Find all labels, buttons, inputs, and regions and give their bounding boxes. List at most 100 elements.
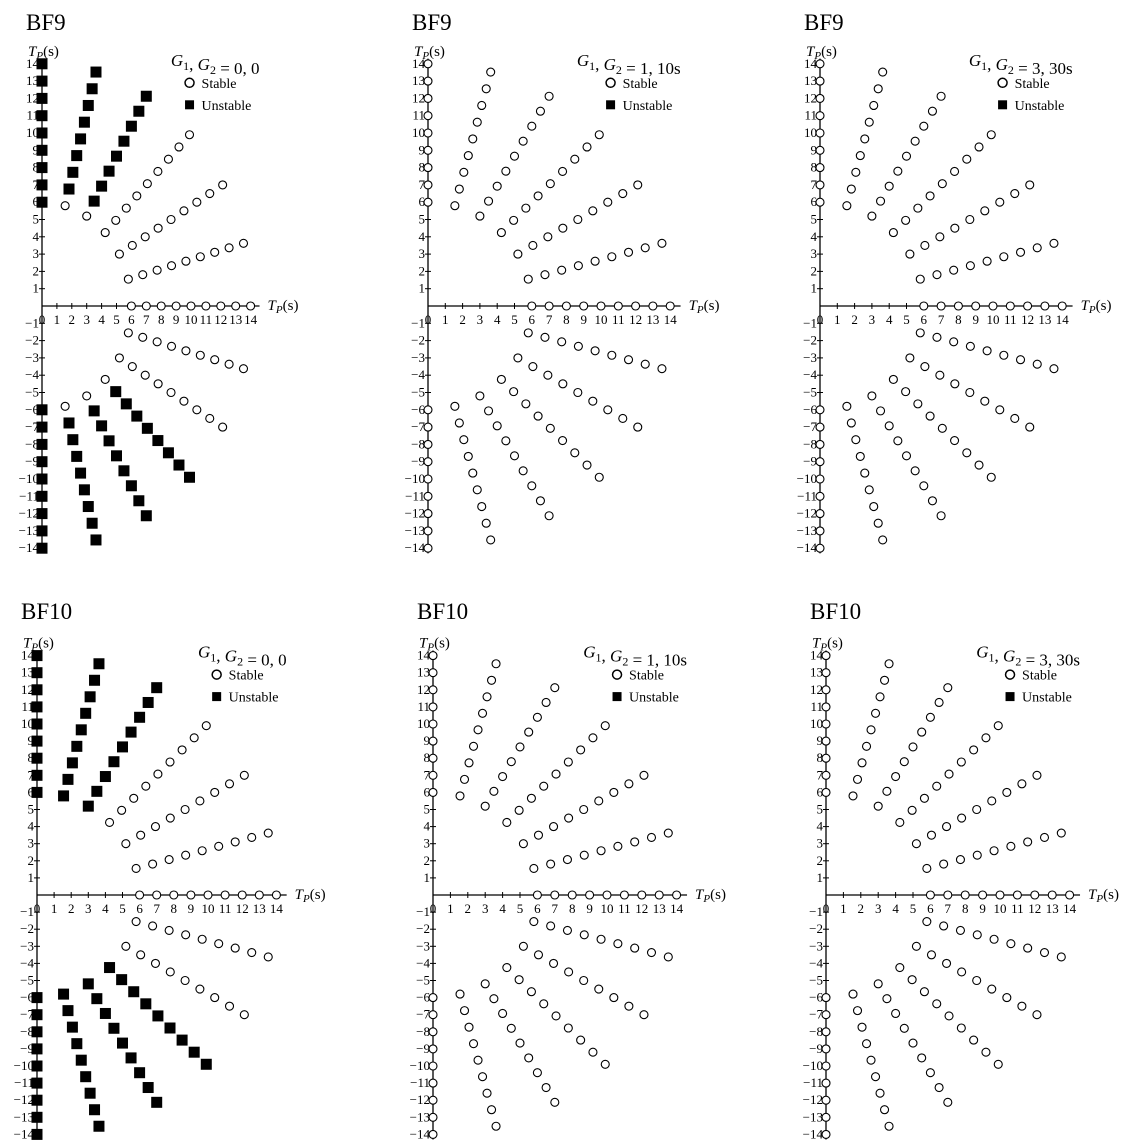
stable-point	[867, 391, 877, 401]
y-tick-label: −3	[25, 350, 39, 365]
unstable-point	[36, 127, 48, 139]
stable-point	[1025, 180, 1035, 190]
legend-unstable-label: Unstable	[629, 691, 679, 706]
stable-point	[821, 736, 831, 746]
stable-point	[518, 466, 528, 476]
x-tick-label: 2	[68, 901, 75, 916]
y-tick-label: −3	[411, 350, 425, 365]
stable-point	[423, 422, 433, 432]
stable-point	[100, 374, 110, 384]
stable-point	[179, 396, 189, 406]
stable-point	[821, 1129, 831, 1139]
stable-point	[618, 189, 628, 199]
stable-point	[613, 301, 623, 311]
stable-point	[908, 742, 918, 752]
stable-point	[543, 232, 553, 242]
y-tick-label: −8	[411, 436, 425, 451]
unstable-point	[67, 166, 79, 178]
unstable-point	[31, 1043, 43, 1055]
stable-point	[533, 411, 543, 421]
stable-point	[181, 256, 191, 266]
stable-point	[165, 813, 175, 823]
stable-point	[869, 100, 879, 111]
y-tick-label: 8	[817, 750, 824, 765]
stable-point	[596, 934, 606, 944]
stable-point	[533, 830, 544, 840]
stable-point	[939, 921, 949, 931]
unstable-point	[96, 180, 108, 192]
stable-point	[263, 828, 273, 838]
unstable-point	[200, 1058, 212, 1070]
stable-point	[563, 1023, 573, 1033]
stable-point	[550, 890, 560, 900]
stable-point	[893, 436, 903, 446]
y-tick-label: 7	[33, 177, 40, 192]
stable-point	[573, 387, 583, 398]
x-tick-label: 9	[972, 312, 979, 327]
stable-point	[870, 1072, 881, 1082]
stable-point	[535, 496, 546, 506]
stable-point	[815, 128, 825, 138]
stable-point	[480, 801, 490, 811]
stable-point	[218, 422, 228, 432]
y-tick-label: −2	[411, 333, 425, 348]
y-tick-label: −9	[411, 454, 425, 469]
unstable-point	[89, 674, 101, 686]
y-tick-label: −12	[797, 506, 817, 521]
stable-point	[1006, 939, 1016, 949]
x-tick-label: 3	[477, 312, 484, 327]
stable-point	[815, 93, 825, 103]
stable-point	[214, 939, 224, 949]
unstable-point	[117, 1037, 128, 1049]
stable-point	[846, 184, 856, 194]
stable-point	[428, 1095, 438, 1105]
y-tick-label: 4	[419, 229, 426, 244]
stable-point	[965, 261, 975, 271]
stable-point	[821, 1010, 831, 1020]
legend-unstable-marker	[185, 100, 195, 110]
stable-point	[486, 67, 496, 77]
unstable-point	[125, 480, 137, 492]
stable-point	[201, 301, 211, 311]
stable-point	[922, 863, 932, 873]
stable-point	[224, 243, 234, 253]
stable-point	[935, 232, 945, 242]
stable-point	[544, 301, 554, 311]
stable-point	[563, 757, 573, 767]
y-tick-label: −4	[411, 367, 425, 382]
stable-point	[955, 925, 966, 935]
y-tick-label: −9	[20, 1041, 34, 1056]
unstable-point	[164, 1022, 176, 1034]
unstable-point	[125, 1052, 137, 1064]
gain-label: G1, G2 = 0, 0	[171, 51, 260, 78]
x-tick-label: 4	[102, 901, 109, 916]
stable-point	[545, 179, 555, 189]
stable-point	[496, 228, 506, 238]
stable-point	[496, 374, 506, 384]
y-tick-label: 7	[419, 177, 426, 192]
unstable-point	[128, 986, 140, 998]
y-tick-label: 3	[33, 246, 40, 261]
stable-point	[428, 651, 438, 661]
y-tick-label: −13	[19, 523, 39, 538]
stable-point	[607, 252, 617, 262]
y-tick-label: −5	[809, 973, 823, 988]
stable-point	[602, 890, 612, 900]
unstable-point	[36, 438, 48, 450]
stable-point	[815, 457, 825, 467]
stable-point	[576, 1035, 586, 1045]
unstable-point	[63, 183, 75, 195]
stable-point	[895, 817, 905, 828]
stable-point	[995, 890, 1005, 900]
stable-point	[1023, 301, 1033, 311]
stable-point	[573, 341, 583, 351]
stable-point	[557, 265, 567, 275]
stable-point	[953, 301, 963, 311]
stable-point	[513, 249, 523, 259]
panel-title: BF10	[810, 599, 861, 624]
stable-point	[815, 405, 825, 415]
x-tick-label: 0	[823, 901, 830, 916]
x-tick-label: 1	[834, 312, 841, 327]
stable-point	[913, 399, 923, 409]
y-tick-label: 8	[33, 160, 40, 175]
